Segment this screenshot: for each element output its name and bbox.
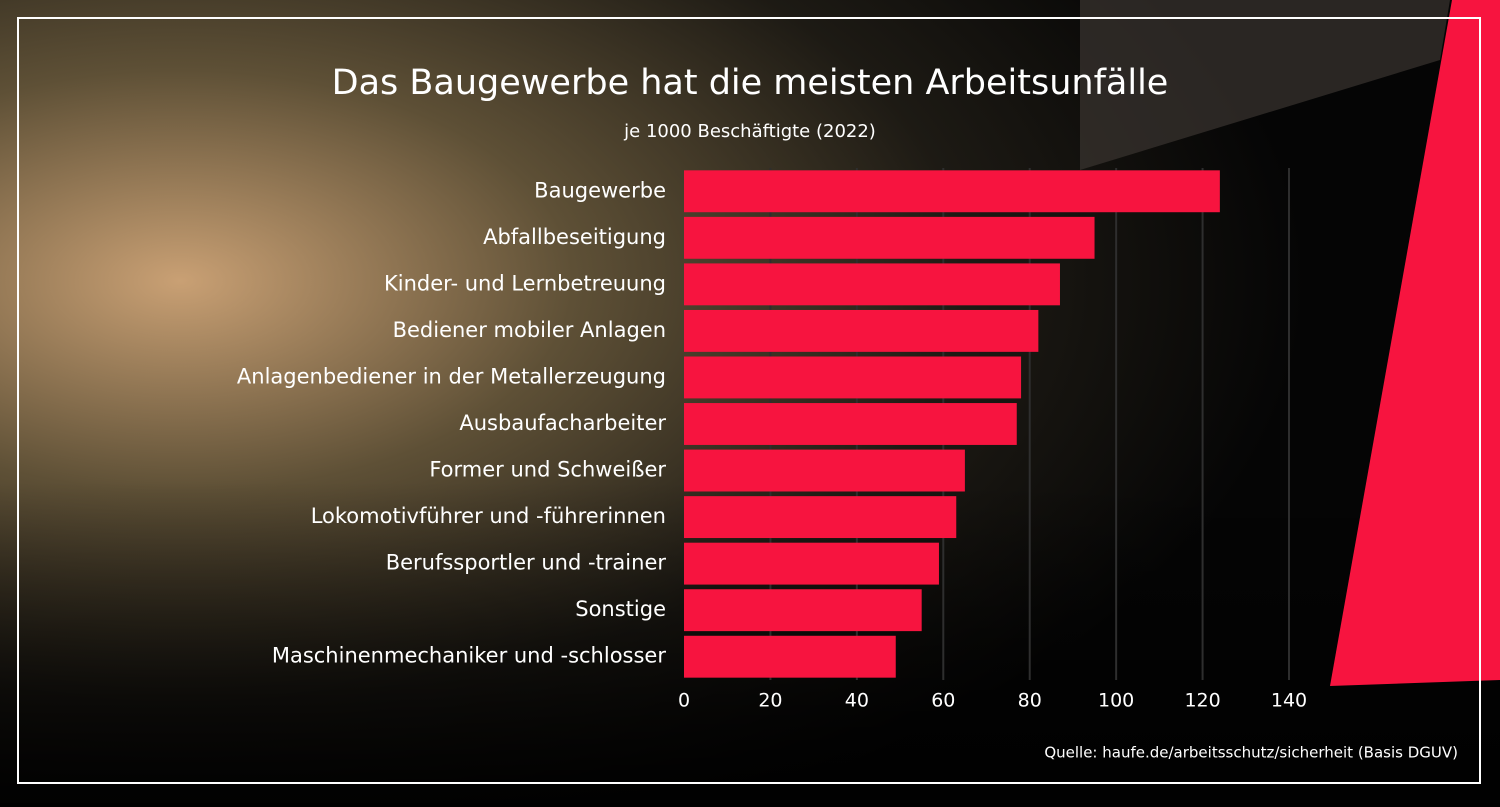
bar [684, 542, 939, 585]
y-tick-label: Bediener mobiler Anlagen [393, 318, 666, 342]
bar [684, 263, 1060, 306]
x-tick-label: 20 [758, 690, 782, 712]
source: Quelle: haufe.de/arbeitsschutz/sicherhei… [1044, 744, 1458, 762]
bar [684, 170, 1220, 213]
x-tick-label: 0 [678, 690, 690, 712]
bar [684, 356, 1022, 399]
bar [684, 635, 896, 678]
x-tick-label: 80 [1018, 690, 1042, 712]
bar [684, 216, 1095, 259]
y-tick-label: Maschinenmechaniker und -schlosser [272, 644, 667, 668]
x-tick-label: 120 [1184, 690, 1220, 712]
accent-shape [1330, 0, 1500, 686]
y-tick-label: Berufssportler und -trainer [386, 551, 667, 575]
x-tick-label: 40 [845, 690, 869, 712]
y-tick-label: Sonstige [575, 597, 666, 621]
y-tick-label: Former und Schweißer [429, 458, 666, 482]
x-tick-label: 140 [1271, 690, 1307, 712]
chart-subtitle: je 1000 Beschäftigte (2022) [623, 121, 876, 142]
bar [684, 309, 1039, 352]
y-tick-label: Abfallbeseitigung [483, 225, 666, 249]
chart-title: Das Baugewerbe hat die meisten Arbeitsun… [332, 63, 1169, 103]
bar [684, 496, 957, 539]
bar [684, 403, 1017, 445]
y-tick-label: Anlagenbediener in der Metallerzeugung [237, 364, 666, 388]
y-tick-label: Lokomotivführer und -führerinnen [311, 504, 666, 528]
frame [17, 17, 1481, 784]
x-tick-label: 100 [1098, 690, 1134, 712]
x-tick-label: 60 [931, 690, 955, 712]
y-tick-label: Ausbaufacharbeiter [459, 411, 666, 435]
y-tick-label: Kinder- und Lernbetreuung [384, 271, 666, 295]
y-tick-label: Baugewerbe [534, 178, 666, 202]
bar [684, 449, 965, 492]
bar [684, 589, 922, 632]
